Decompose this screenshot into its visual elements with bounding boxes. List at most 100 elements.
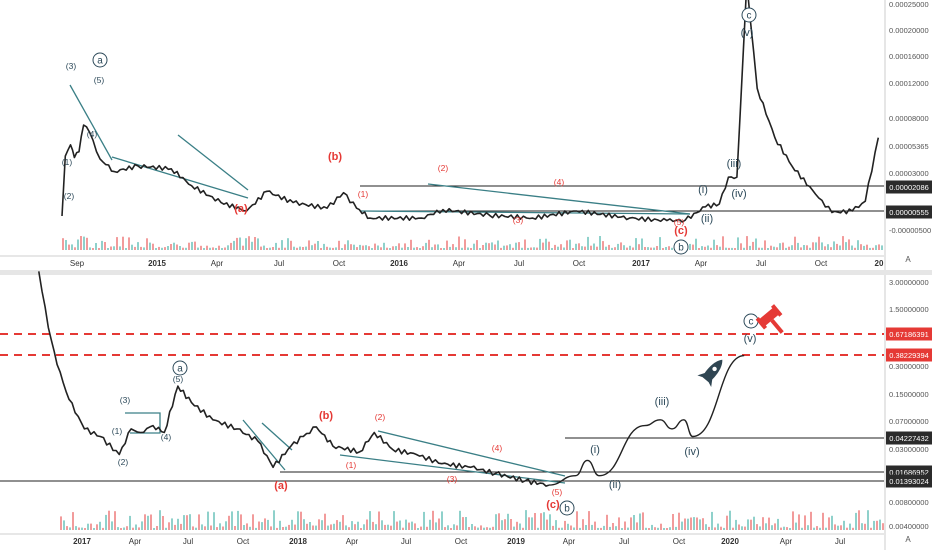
volume-bar: [722, 236, 724, 250]
volume-bar: [63, 520, 65, 530]
volume-bar: [345, 525, 347, 530]
volume-bar: [297, 511, 299, 530]
trendline[interactable]: [377, 430, 566, 477]
volume-bar: [362, 245, 364, 250]
volume-bar: [539, 238, 541, 250]
volume-bar: [90, 523, 92, 530]
volume-bar: [597, 527, 599, 530]
volume-bar: [195, 527, 197, 530]
volume-bar: [732, 527, 734, 530]
wave-channel[interactable]: [125, 412, 161, 434]
volume-bar: [255, 527, 257, 530]
scale-mode-label: A: [905, 535, 911, 544]
volume-bar: [828, 517, 830, 530]
volume-bar: [399, 520, 401, 530]
volume-bar: [840, 525, 842, 530]
volume-bar: [666, 528, 668, 530]
wave-label: (2): [64, 191, 75, 201]
volume-bar: [422, 246, 424, 250]
volume-bar: [878, 244, 880, 250]
projection-path[interactable]: [548, 354, 745, 486]
volume-bar: [875, 245, 877, 250]
volume-bar: [254, 237, 256, 250]
volume-bar: [182, 247, 184, 250]
volume-bar: [344, 244, 346, 250]
volume-bar: [477, 527, 479, 530]
volume-bar: [467, 247, 469, 250]
volume-bar: [675, 526, 677, 530]
volume-bar: [756, 524, 758, 530]
volume-bar: [320, 248, 322, 250]
volume-bar: [639, 513, 641, 530]
volume-bar: [822, 512, 824, 530]
volume-bar: [615, 526, 617, 530]
wave-label: (i): [698, 184, 708, 196]
volume-bar: [366, 519, 368, 530]
volume-bar: [504, 519, 506, 530]
y-tick-label: 0.00016000: [889, 52, 929, 61]
volume-bar: [291, 519, 293, 530]
volume-bar: [441, 511, 443, 530]
volume-bar: [395, 246, 397, 250]
price-tag: [886, 474, 932, 488]
volume-bar: [380, 247, 382, 250]
volume-bar: [599, 236, 601, 250]
x-tick-label: Jul: [274, 259, 284, 268]
volume-bar: [471, 524, 473, 530]
volume-bar: [66, 526, 68, 530]
panel-divider[interactable]: [0, 270, 932, 275]
volume-bar: [266, 248, 268, 250]
volume-bar: [168, 522, 170, 530]
volume-bar: [578, 243, 580, 250]
volume-bar: [438, 518, 440, 530]
volume-bar: [401, 247, 403, 250]
wave-label: a: [97, 56, 103, 67]
rocket-icon: [697, 359, 723, 387]
wave-label: (3): [513, 215, 524, 225]
volume-bar: [729, 510, 731, 530]
volume-bar: [699, 519, 701, 530]
trendline[interactable]: [69, 84, 113, 161]
volume-bar: [72, 512, 74, 530]
volume-bar: [506, 245, 508, 250]
volume-bar: [845, 242, 847, 250]
bottom-panel: a (3) (5) (1) (4) (2) (a) (b) (2) (1) (3) (4) (5) (c)…: [0, 271, 932, 550]
volume-bar: [420, 526, 422, 530]
trendline[interactable]: [177, 134, 249, 191]
trendline[interactable]: [359, 210, 691, 215]
volume-bar: [792, 511, 794, 530]
wave-label: (iv): [684, 446, 699, 458]
volume-bar: [585, 525, 587, 530]
volume-bar: [869, 247, 871, 250]
volume-bar: [744, 526, 746, 530]
volume-bar: [260, 246, 262, 250]
volume-bar: [447, 525, 449, 530]
trendline[interactable]: [339, 454, 566, 484]
volume-bar: [690, 517, 692, 530]
volume-bar: [312, 525, 314, 530]
volume-bar: [417, 528, 419, 530]
volume-bar: [644, 247, 646, 250]
volume-bar: [111, 521, 113, 530]
volume-bar: [390, 525, 392, 530]
volume-bar: [227, 245, 229, 250]
y-tick-label: 0.00012000: [889, 79, 929, 88]
volume-bar: [216, 527, 218, 530]
wave-label: (1): [112, 426, 123, 436]
trendline[interactable]: [427, 183, 691, 215]
volume-bar: [149, 242, 151, 250]
volume-bar: [374, 243, 376, 250]
volume-bar: [650, 247, 652, 250]
volume-bar: [302, 247, 304, 250]
trendline[interactable]: [261, 422, 293, 451]
volume-bar: [300, 511, 302, 530]
volume-bar: [876, 520, 878, 530]
volume-bar: [336, 520, 338, 530]
wave-label: (iv): [731, 188, 746, 200]
volume-bar: [549, 514, 551, 530]
volume-bar: [326, 246, 328, 250]
wave-label: (iii): [655, 396, 670, 408]
volume-bar: [240, 514, 242, 530]
volume-bar: [276, 527, 278, 530]
volume-bar: [630, 517, 632, 530]
